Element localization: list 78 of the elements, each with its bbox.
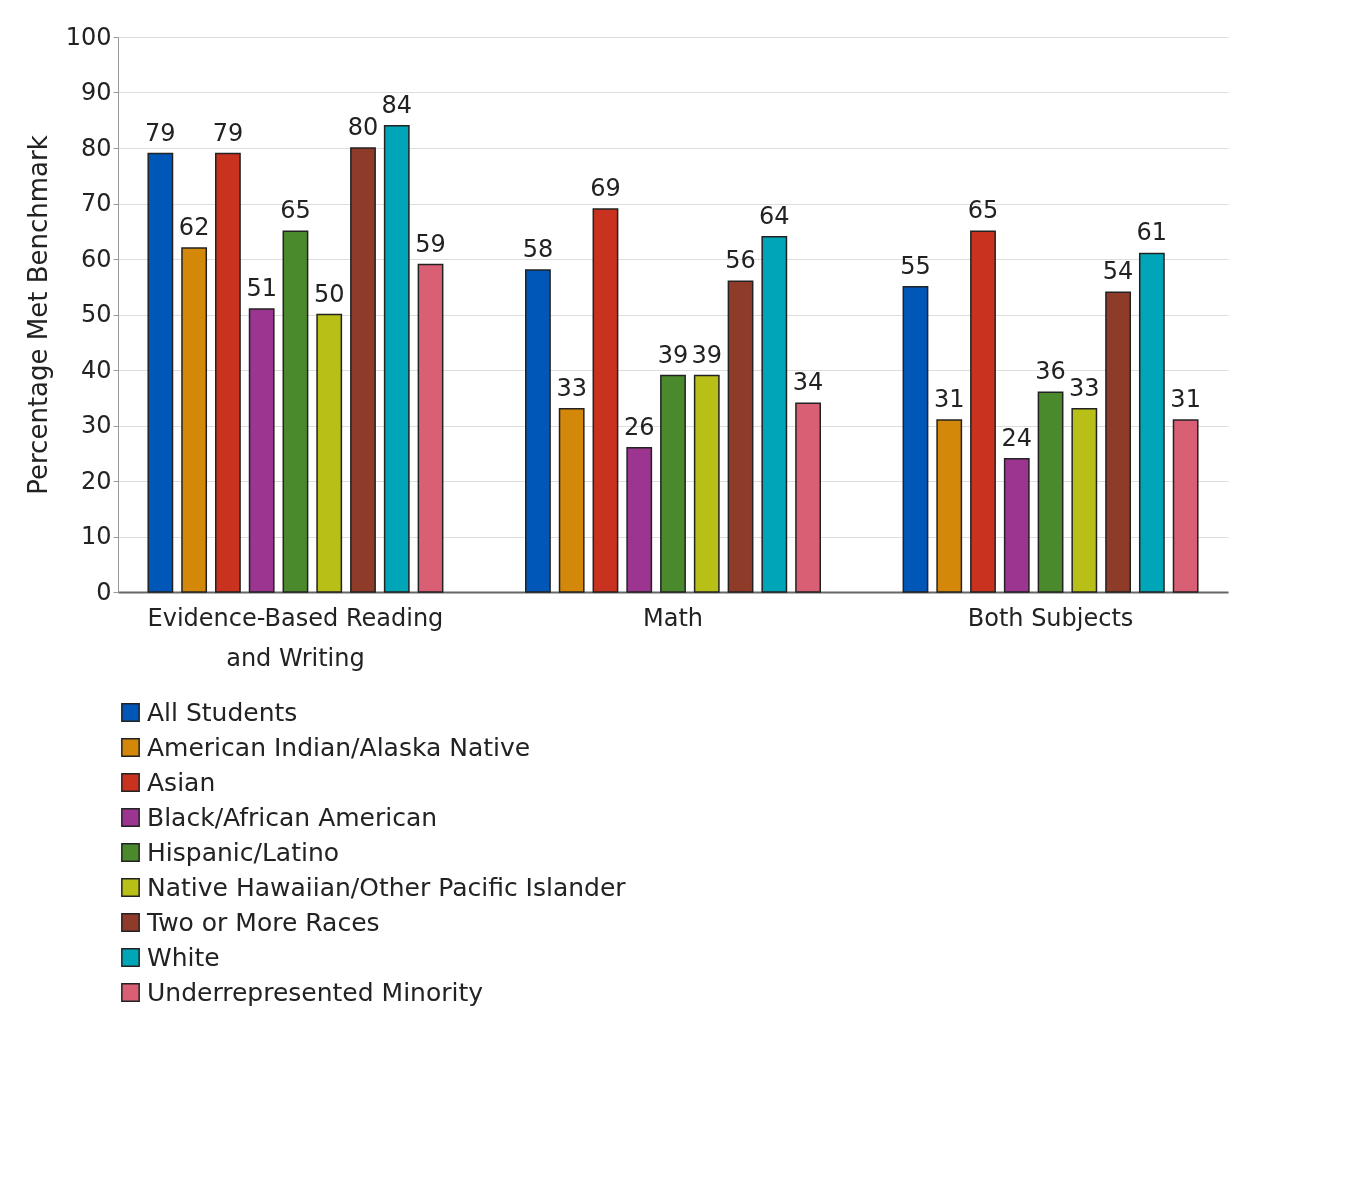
bar [693,374,720,593]
bar [383,125,410,593]
bar [147,152,174,593]
data-label: 36 [1035,357,1066,386]
bar [215,152,241,593]
data-label: 56 [725,246,756,275]
bar [795,402,821,593]
data-label: 62 [178,212,210,241]
data-label: 79 [212,118,244,147]
bar [902,286,929,593]
bar [1105,291,1131,593]
bar [558,408,585,593]
legend-label: White [147,942,220,972]
y-axis-title: Percentage Met Benchmark [22,135,53,495]
data-label: 59 [415,229,446,258]
y-tick-label: 10 [80,522,112,550]
data-label: 34 [792,368,824,397]
data-label: 51 [246,273,277,302]
x-tick-label: Evidence-Based Reading and Writing [147,603,444,672]
bar [316,313,343,593]
bar [181,247,208,593]
data-label: 64 [759,201,790,230]
bar [936,419,963,593]
bar [626,446,653,593]
bar [1071,408,1098,593]
data-label: 50 [313,279,345,308]
data-label: 24 [1001,423,1033,452]
bar [1003,458,1030,593]
bar [350,147,376,593]
data-label: 31 [1170,384,1201,413]
y-tick-label: 50 [80,300,112,328]
y-tick-label: 100 [65,22,112,51]
data-label: 58 [522,235,554,264]
data-label: 65 [280,196,311,225]
bar [282,230,309,593]
data-label: 54 [1102,257,1134,286]
y-tick-label: 60 [80,244,112,273]
data-label: 33 [556,373,587,402]
bar [1037,391,1064,593]
bar [592,208,619,593]
y-tick-label: 80 [80,133,112,162]
bar [1138,252,1165,593]
x-tick-label: Math [642,603,704,632]
data-label: 80 [347,113,379,141]
data-label: 84 [381,90,413,119]
data-label: 65 [967,196,999,225]
data-label: 39 [657,340,689,369]
data-label: 69 [590,174,621,203]
data-label: 79 [145,118,176,147]
legend-label: Native Hawaiian/Other Pacific Islander [147,872,627,902]
x-tick-label: Both Subjects [967,603,1134,632]
y-tick-label: 0 [96,577,112,606]
y-tick-label: 90 [80,78,112,106]
legend-label: Hispanic/Latino [147,837,340,867]
legend-label: Underrepresented Minority [147,977,484,1007]
bar [727,280,754,593]
data-label: 26 [623,412,655,441]
data-label: 55 [900,251,931,280]
data-label: 33 [1069,373,1100,402]
data-label: 39 [691,340,723,369]
y-tick-label: 40 [80,355,112,384]
bar [660,374,686,593]
legend-label: Asian [147,767,216,797]
data-label: 61 [1136,218,1168,247]
legend-label: American Indian/Alaska Native [147,732,531,762]
legend-label: Two or More Races [146,907,380,937]
bar [248,308,275,593]
bar [417,263,444,593]
bar [1172,419,1199,593]
bar [761,236,788,593]
y-tick-label: 20 [80,466,112,495]
y-tick-label: 30 [80,411,112,439]
legend-label: Black/African American [147,802,438,832]
bar [525,269,551,593]
legend-label: All Students [147,697,298,727]
data-label: 31 [933,384,965,413]
y-tick-label: 70 [80,189,112,217]
bar [970,230,996,593]
